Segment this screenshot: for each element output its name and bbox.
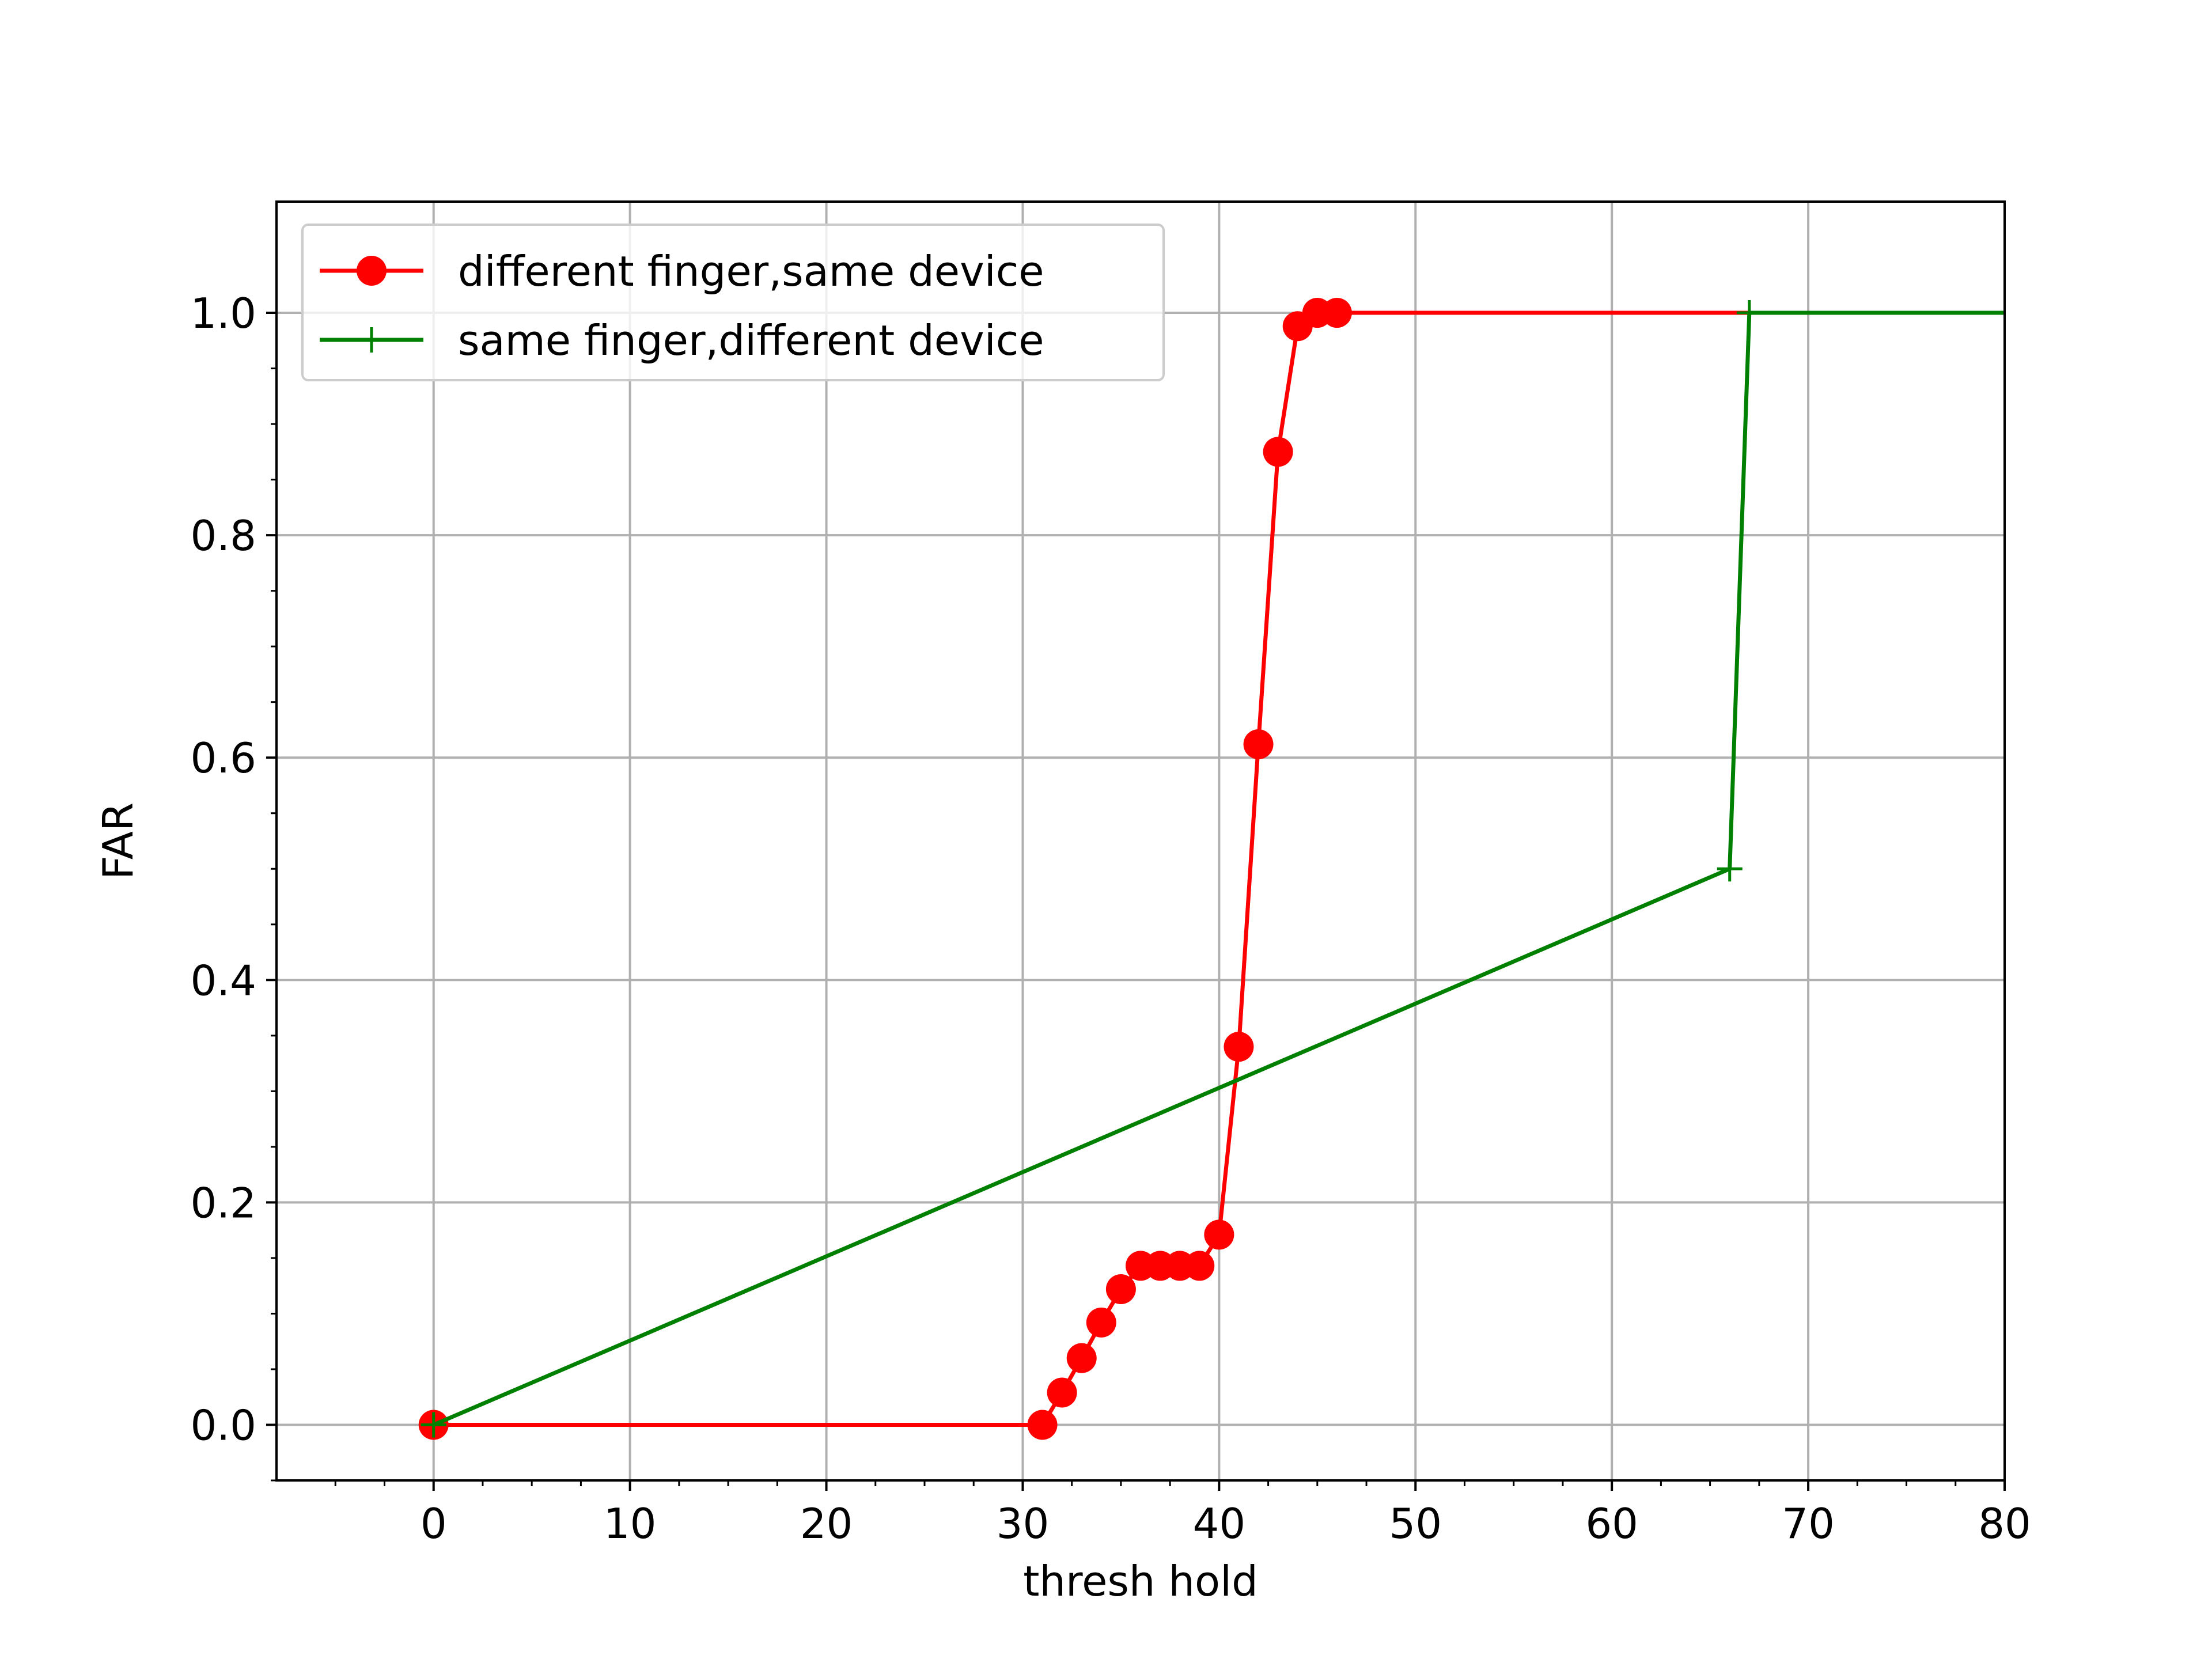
axis-ticks: 0 10 20 30 40 50 60 70 80 0.0 0.2 0.4 0.6 0.8 1.0	[190, 289, 2031, 1548]
data-point	[1047, 1377, 1077, 1408]
data-point	[1066, 1343, 1097, 1373]
x-tick-label: 40	[1193, 1499, 1246, 1548]
data-point	[1027, 1410, 1058, 1440]
legend: different finger,same device same finger…	[301, 224, 1165, 381]
y-tick-label: 0.8	[190, 512, 256, 560]
data-point	[1105, 1274, 1136, 1304]
data-point	[1184, 1251, 1215, 1281]
y-tick-label: 0.0	[190, 1401, 256, 1449]
legend-label-different-finger-same-device: different finger,same device	[458, 247, 1044, 296]
legend-box	[301, 224, 1165, 381]
x-tick-label: 70	[1782, 1499, 1835, 1548]
x-tick-label: 0	[421, 1499, 447, 1548]
series-layer	[418, 298, 2005, 1440]
y-tick-label: 0.4	[190, 956, 256, 1005]
x-tick-label: 50	[1389, 1499, 1442, 1548]
data-point	[1224, 1032, 1254, 1062]
legend-label-same-finger-different-device: same finger,different device	[458, 316, 1044, 365]
data-point	[1263, 437, 1293, 467]
x-tick-label: 20	[800, 1499, 853, 1548]
y-tick-label: 0.6	[190, 734, 256, 782]
legend-marker	[357, 256, 387, 286]
y-tick-label: 1.0	[190, 289, 256, 338]
legend-entry-same-finger-different-device	[320, 327, 423, 353]
data-point	[1204, 1219, 1234, 1250]
data-point	[421, 1412, 446, 1438]
x-tick-label: 30	[997, 1499, 1050, 1548]
x-axis-label: thresh hold	[1023, 1557, 1258, 1605]
data-point	[1736, 300, 1762, 326]
x-tick-label: 60	[1585, 1499, 1638, 1548]
series-line-1	[433, 310, 2005, 1427]
x-tick-label: 80	[1978, 1499, 2031, 1548]
plot-frame	[275, 200, 2006, 1482]
data-point	[1717, 856, 1743, 882]
legend-marker	[359, 327, 384, 353]
legend-entry-different-finger-same-device	[320, 256, 423, 286]
y-tick-label: 0.2	[190, 1179, 256, 1227]
x-tick-label: 10	[604, 1499, 657, 1548]
grid	[276, 202, 2006, 1480]
y-axis-label: FAR	[94, 802, 142, 880]
data-point	[1321, 298, 1352, 328]
data-point	[1086, 1307, 1116, 1338]
data-point	[1243, 729, 1274, 760]
